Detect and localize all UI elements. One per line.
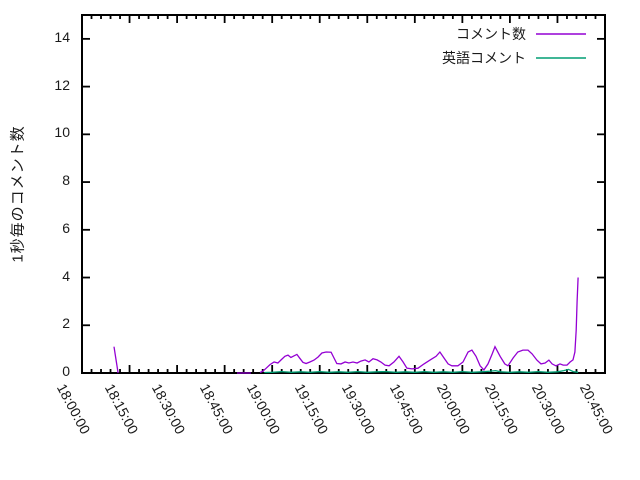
y-tick-label: 10	[54, 124, 70, 141]
plot-frame	[81, 14, 606, 374]
y-tick-label: 8	[62, 172, 70, 189]
legend-label: 英語コメント	[442, 50, 526, 66]
legend-label: コメント数	[456, 26, 526, 42]
series-line-0	[259, 277, 579, 374]
y-tick-label: 6	[62, 219, 70, 236]
y-tick-label: 12	[54, 76, 70, 93]
series-line-0	[113, 346, 119, 374]
y-tick-label: 4	[62, 267, 70, 284]
y-axis-title: 1秒毎のコメント数	[9, 125, 27, 263]
y-tick-label: 0	[62, 363, 70, 379]
y-tick-label: 2	[62, 315, 70, 332]
series-line-1	[264, 368, 579, 374]
y-tick-label: 14	[54, 28, 70, 45]
